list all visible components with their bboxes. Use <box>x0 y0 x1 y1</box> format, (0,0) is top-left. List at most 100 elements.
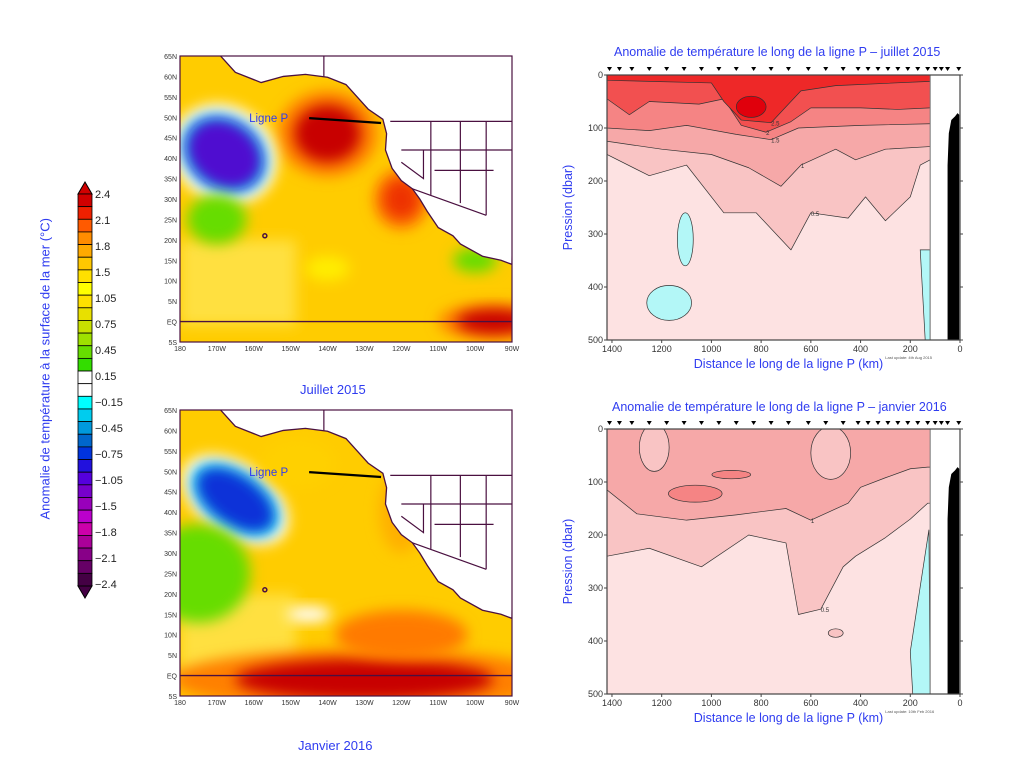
north-america-land <box>219 56 512 266</box>
y-tick-label: 200 <box>588 530 603 540</box>
lon-tick-label: 160W <box>245 346 264 353</box>
lon-tick-label: 150W <box>282 346 301 353</box>
station-marker <box>938 421 944 425</box>
station-marker <box>938 67 944 71</box>
lat-tick-label: 10N <box>164 279 177 286</box>
station-marker <box>805 67 811 71</box>
lon-tick-label: 150W <box>282 700 301 707</box>
section-title-january-2016: Anomalie de température le long de la li… <box>612 400 947 414</box>
station-marker <box>616 67 622 71</box>
station-marker <box>895 421 901 425</box>
lat-tick-label: 50N <box>164 115 177 122</box>
anomaly-feature <box>261 438 335 488</box>
station-marker <box>932 67 938 71</box>
contour-blob <box>827 628 844 638</box>
map-field <box>180 410 512 696</box>
x-tick-label: 1200 <box>652 344 672 354</box>
lon-tick-label: 110W <box>429 346 447 353</box>
section-frame <box>606 74 961 341</box>
contour-label: 0.5 <box>811 212 820 218</box>
lat-tick-label: EQ <box>167 320 178 327</box>
y-tick-label: 0 <box>598 70 603 80</box>
colorbar-swatch <box>77 433 93 448</box>
colorbar-title: Anomalie de température à la surface de … <box>37 218 53 520</box>
lat-tick-label: 30N <box>164 551 177 558</box>
colorbar-swatch <box>77 383 93 397</box>
colorbar-swatch <box>77 294 93 309</box>
station-marker <box>855 67 861 71</box>
station-marker <box>751 421 757 425</box>
lat-tick-label: 40N <box>164 156 177 163</box>
lat-tick-label: 45N <box>164 136 177 143</box>
colorbar-swatch <box>77 408 93 423</box>
map-title-july-2015: Juillet 2015 <box>300 382 366 397</box>
map-frame <box>179 409 513 697</box>
lat-tick-label: 45N <box>164 490 177 497</box>
station-marker <box>716 67 722 71</box>
anomaly-feature <box>294 105 361 163</box>
lat-tick-label: 50N <box>164 469 177 476</box>
station-marker <box>840 67 846 71</box>
lon-tick-label: 110W <box>429 700 447 707</box>
y-tick-label: 400 <box>588 636 603 646</box>
y-tick-label: 300 <box>588 229 603 239</box>
contour-blob <box>711 469 752 480</box>
lon-tick-label: 130W <box>355 700 374 707</box>
ligne-p-label: Ligne P <box>249 467 288 479</box>
station-marker <box>840 421 846 425</box>
colorbar-tick-label: 1.5 <box>95 267 110 279</box>
x-tick-label: 0 <box>957 344 962 354</box>
station-marker <box>855 421 861 425</box>
station-marker <box>646 421 652 425</box>
section-frame <box>606 428 961 695</box>
colorbar-swatch <box>77 497 93 511</box>
y-tick-label: 400 <box>588 282 603 292</box>
lat-tick-label: 55N <box>164 95 177 102</box>
map-frame <box>179 55 513 343</box>
contour-blob <box>646 285 692 321</box>
station-marker <box>698 421 704 425</box>
lon-tick-label: 140W <box>318 346 337 353</box>
x-tick-label: 600 <box>803 344 818 354</box>
ligne-p-line <box>309 471 382 479</box>
lon-tick-label: 170W <box>208 346 227 353</box>
x-tick-label: 400 <box>853 344 868 354</box>
colorbar-swatch <box>77 522 93 536</box>
colorbar-swatch <box>77 572 93 587</box>
lat-tick-label: 5S <box>168 694 177 701</box>
colorbar-swatch <box>77 459 93 473</box>
anomaly-feature <box>196 467 275 533</box>
lat-tick-label: 10N <box>164 633 177 640</box>
colorbar-swatch <box>77 471 93 486</box>
colorbar-swatch <box>77 345 93 359</box>
colorbar-tick-label: 2.1 <box>95 215 110 227</box>
lat-tick-label: 5S <box>168 340 177 347</box>
lon-tick-label: 100W <box>466 346 485 353</box>
border-line <box>400 149 425 180</box>
border-line <box>412 542 487 570</box>
station-marker <box>875 421 881 425</box>
ligne-p-line <box>309 117 382 125</box>
x-tick-label: 200 <box>903 698 918 708</box>
lat-tick-label: 30N <box>164 197 177 204</box>
x-tick-label: 1200 <box>652 698 672 708</box>
colorbar-tick-label: −1.8 <box>95 527 117 539</box>
colorbar-tick-label: −0.75 <box>95 449 123 461</box>
lon-tick-label: 90W <box>505 700 520 707</box>
colorbar-swatch <box>77 269 93 283</box>
station-marker <box>915 421 921 425</box>
lat-tick-label: 15N <box>164 612 177 619</box>
lon-tick-label: 170W <box>208 700 227 707</box>
lat-tick-label: 65N <box>164 54 177 61</box>
contour-label: 1 <box>801 164 805 170</box>
map-shade <box>180 239 297 326</box>
colorbar-swatch <box>77 395 93 410</box>
colorbar-swatch <box>77 218 93 233</box>
station-marker <box>865 421 871 425</box>
north-america-land <box>219 410 512 620</box>
lon-tick-label: 90W <box>505 346 520 353</box>
contour-label: 1.5 <box>771 139 780 145</box>
station-marker <box>932 421 938 425</box>
lon-tick-label: 160W <box>245 700 264 707</box>
